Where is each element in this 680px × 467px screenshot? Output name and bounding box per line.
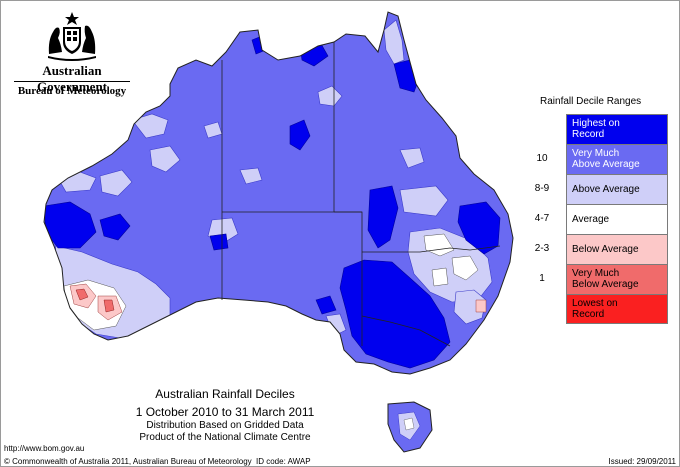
legend-item-below-average: 2-3 Below Average	[520, 234, 680, 264]
legend-item-average: 4-7 Average	[520, 204, 680, 234]
region-desert-west	[239, 167, 263, 185]
legend-swatch	[566, 204, 668, 234]
region-qld-inland	[399, 185, 449, 217]
footer-issued: Issued: 29/09/2011	[608, 457, 676, 466]
region-nsw-east	[453, 289, 487, 325]
region-sw-wa-very-below-a	[75, 288, 89, 301]
region-nsw-coast-below	[475, 299, 487, 313]
legend-item-very-much-above: 10 Very Much Above Average	[520, 144, 680, 174]
legend-label: Very Much Below Average	[572, 268, 639, 290]
region-sw-wa-very-below-b	[103, 299, 115, 313]
legend-item-above-average: 8-9 Above Average	[520, 174, 680, 204]
region-top-end	[317, 85, 343, 107]
legend-item-highest-on-record: Highest on Record	[520, 114, 680, 144]
legend-label: Below Average	[572, 243, 639, 255]
region-nsw-average-a	[451, 255, 479, 281]
legend-swatch	[566, 264, 668, 294]
government-name: Australian Government	[36, 63, 108, 94]
legend-label: Highest on Record	[572, 118, 620, 140]
tasmania-average	[403, 417, 415, 431]
region-qld-east-record	[457, 201, 501, 255]
map-title: Australian Rainfall Deciles	[155, 387, 295, 401]
bureau-name: Bureau of Meteorology	[17, 85, 127, 97]
legend-swatch	[566, 234, 668, 264]
legend-item-lowest-on-record: Lowest on Record	[520, 294, 680, 324]
region-interior-west	[149, 145, 181, 173]
region-nsw-average-b	[431, 267, 449, 287]
region-murray-darling-record	[339, 259, 451, 369]
legend-swatch	[566, 294, 668, 324]
region-gulf	[399, 147, 425, 169]
region-nt-record	[289, 119, 311, 151]
nsw-vic-boundary	[361, 315, 451, 347]
legend-range: 10	[536, 153, 548, 164]
legend-swatch	[566, 174, 668, 204]
region-qld-central-record	[367, 185, 399, 249]
footer-url: http://www.bom.gov.au	[4, 444, 85, 453]
map-titles: Australian Rainfall Deciles 1 October 20…	[100, 386, 350, 444]
legend-label: Lowest on Record	[572, 298, 618, 320]
legend-range: 8-9	[534, 183, 550, 194]
legend-label: Average	[572, 213, 610, 225]
legend-range: 2-3	[534, 243, 550, 254]
government-logo: Australian Government Bureau of Meteorol…	[8, 8, 136, 98]
region-kimberley-coast	[131, 113, 169, 139]
coat-of-arms-icon	[48, 12, 96, 61]
region-pilbara-inland	[99, 169, 133, 197]
region-gascoyne-record	[99, 213, 131, 241]
legend-item-very-much-below: 1 Very Much Below Average	[520, 264, 680, 294]
logo-divider	[14, 81, 130, 82]
legend-range: 4-7	[534, 213, 550, 224]
footer-id-code: ID code: AWAP	[256, 457, 311, 466]
legend-range	[520, 294, 564, 324]
region-wa-interior-record	[209, 233, 229, 251]
footer-copyright: © Commonwealth of Australia 2011, Austra…	[4, 457, 252, 466]
legend-title: Rainfall Decile Ranges	[540, 96, 642, 107]
legend-swatch	[566, 144, 668, 174]
qld-nsw-boundary	[362, 245, 501, 253]
state-boundaries	[221, 42, 501, 347]
map-period: 1 October 2010 to 31 March 2011	[135, 405, 315, 419]
legend-label: Very Much Above Average	[572, 148, 640, 170]
region-cape-york	[383, 19, 405, 65]
highest-on-record-regions	[44, 35, 501, 369]
legend-label: Above Average	[572, 183, 640, 195]
region-sa-lakes-record	[315, 295, 337, 315]
map-subtitle-product: Product of the National Climate Centre	[139, 432, 311, 443]
very-much-below-regions	[75, 288, 115, 313]
legend-range: 1	[539, 273, 545, 284]
legend-swatch	[566, 114, 668, 144]
map-subtitle-distribution: Distribution Based on Gridded Data	[146, 420, 304, 431]
legend-range	[520, 114, 564, 144]
sa-qld-boundary	[334, 211, 363, 252]
